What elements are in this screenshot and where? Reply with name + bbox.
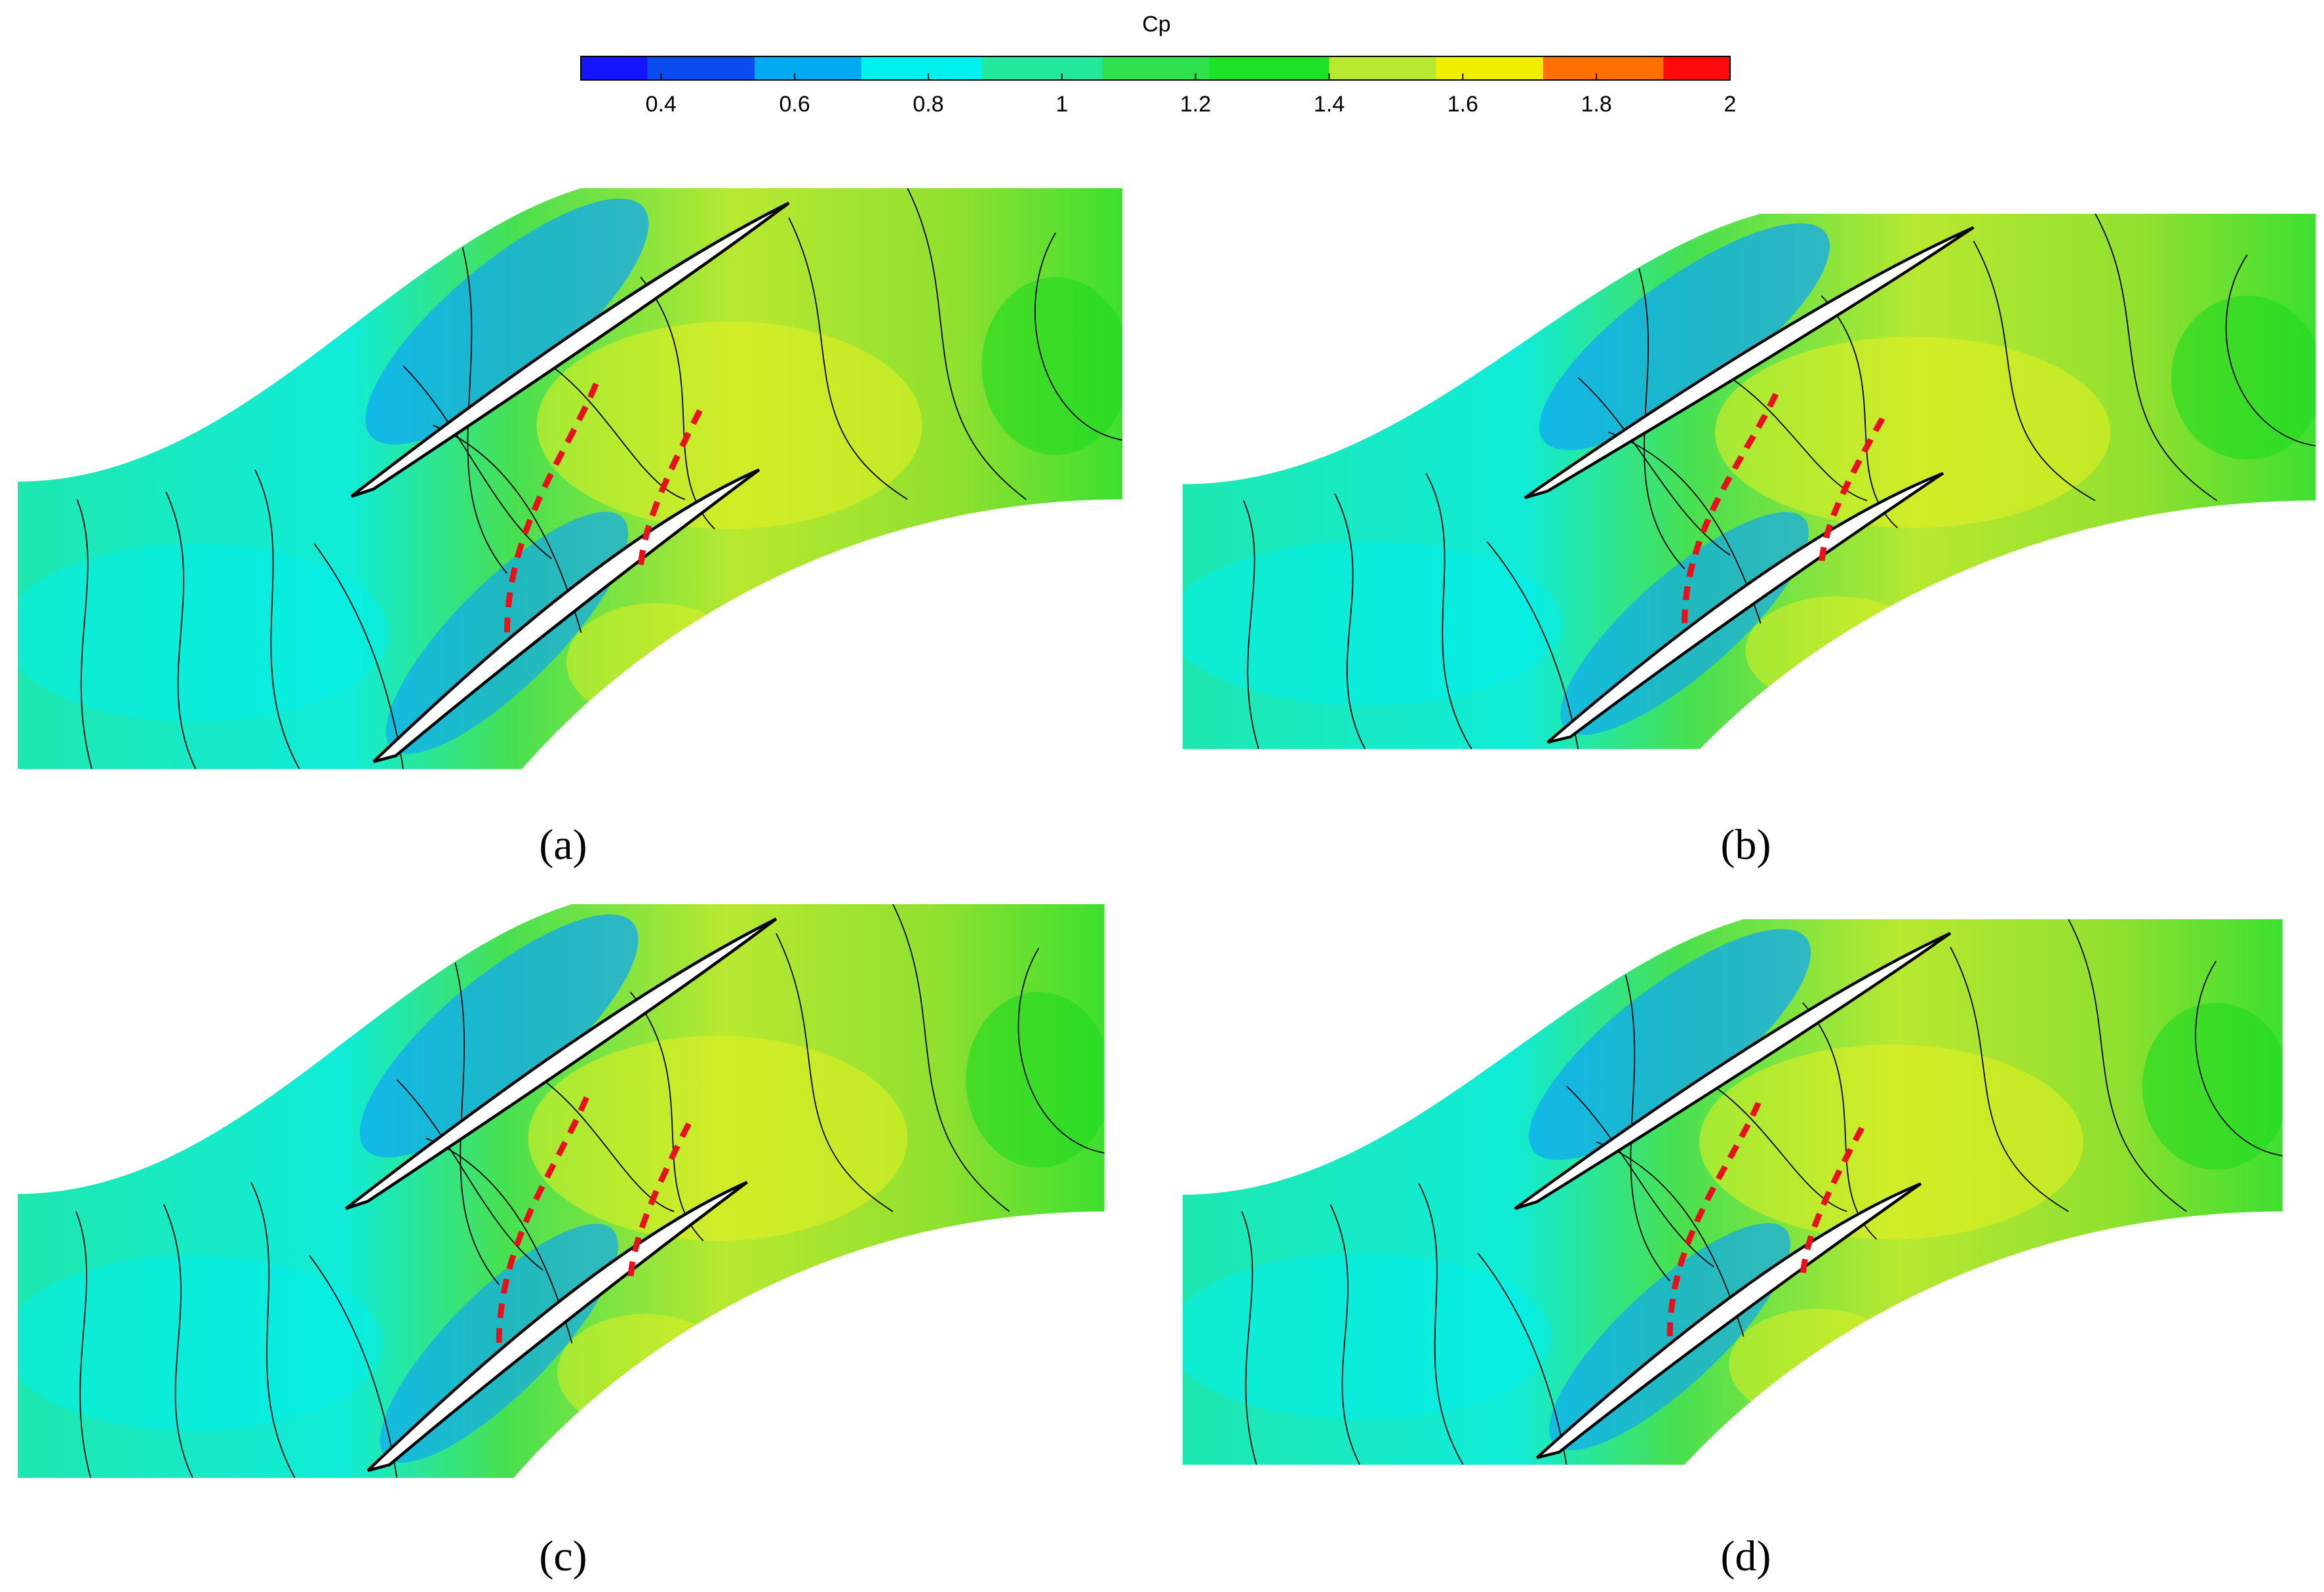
colorbar-segment — [647, 56, 755, 80]
colorbar-segment — [861, 56, 982, 80]
colorbar-tick-label: 2 — [1724, 92, 1737, 117]
panel-labels: (a) (b) (c) (d) — [539, 821, 1771, 1580]
colorbar: 0.4 0.6 0.8 1 1.2 1.4 1.6 1.8 2 — [580, 56, 1737, 117]
colorbar-segment — [1329, 56, 1436, 80]
colorbar-segment — [1663, 56, 1730, 80]
colorbar-title: Cp — [1142, 12, 1170, 37]
contour-panel — [3, 878, 1112, 1493]
colorbar-segment — [581, 56, 648, 80]
colorbar-segment — [1543, 56, 1664, 80]
colorbar-tick-label: 1.6 — [1448, 92, 1478, 117]
panel-label: (a) — [539, 821, 587, 869]
colorbar-tick-label: 0.6 — [779, 92, 810, 117]
contour-panel — [1168, 894, 2290, 1479]
panel-label: (c) — [539, 1532, 587, 1580]
colorbar-frame — [580, 56, 1731, 81]
colorbar-segment — [1101, 56, 1210, 80]
contour-panel — [3, 162, 1130, 785]
colorbar-tick-label: 1 — [1055, 92, 1068, 117]
colorbar-tick-label: 0.4 — [646, 92, 677, 117]
colorbar-segment — [981, 56, 1102, 80]
panel-label: (d) — [1721, 1532, 1771, 1580]
colorbar-tick-label: 0.8 — [913, 92, 943, 117]
colorbar-segment — [1436, 56, 1543, 80]
colorbar-segment — [754, 56, 862, 80]
contour-panel — [1168, 189, 2323, 763]
colorbar-tick-label: 1.4 — [1314, 92, 1345, 117]
colorbar-tick-label: 1.2 — [1180, 92, 1211, 117]
colorbar-tick-label: 1.8 — [1581, 92, 1612, 117]
colorbar-segment — [1209, 56, 1329, 80]
panel-label: (b) — [1721, 821, 1771, 869]
